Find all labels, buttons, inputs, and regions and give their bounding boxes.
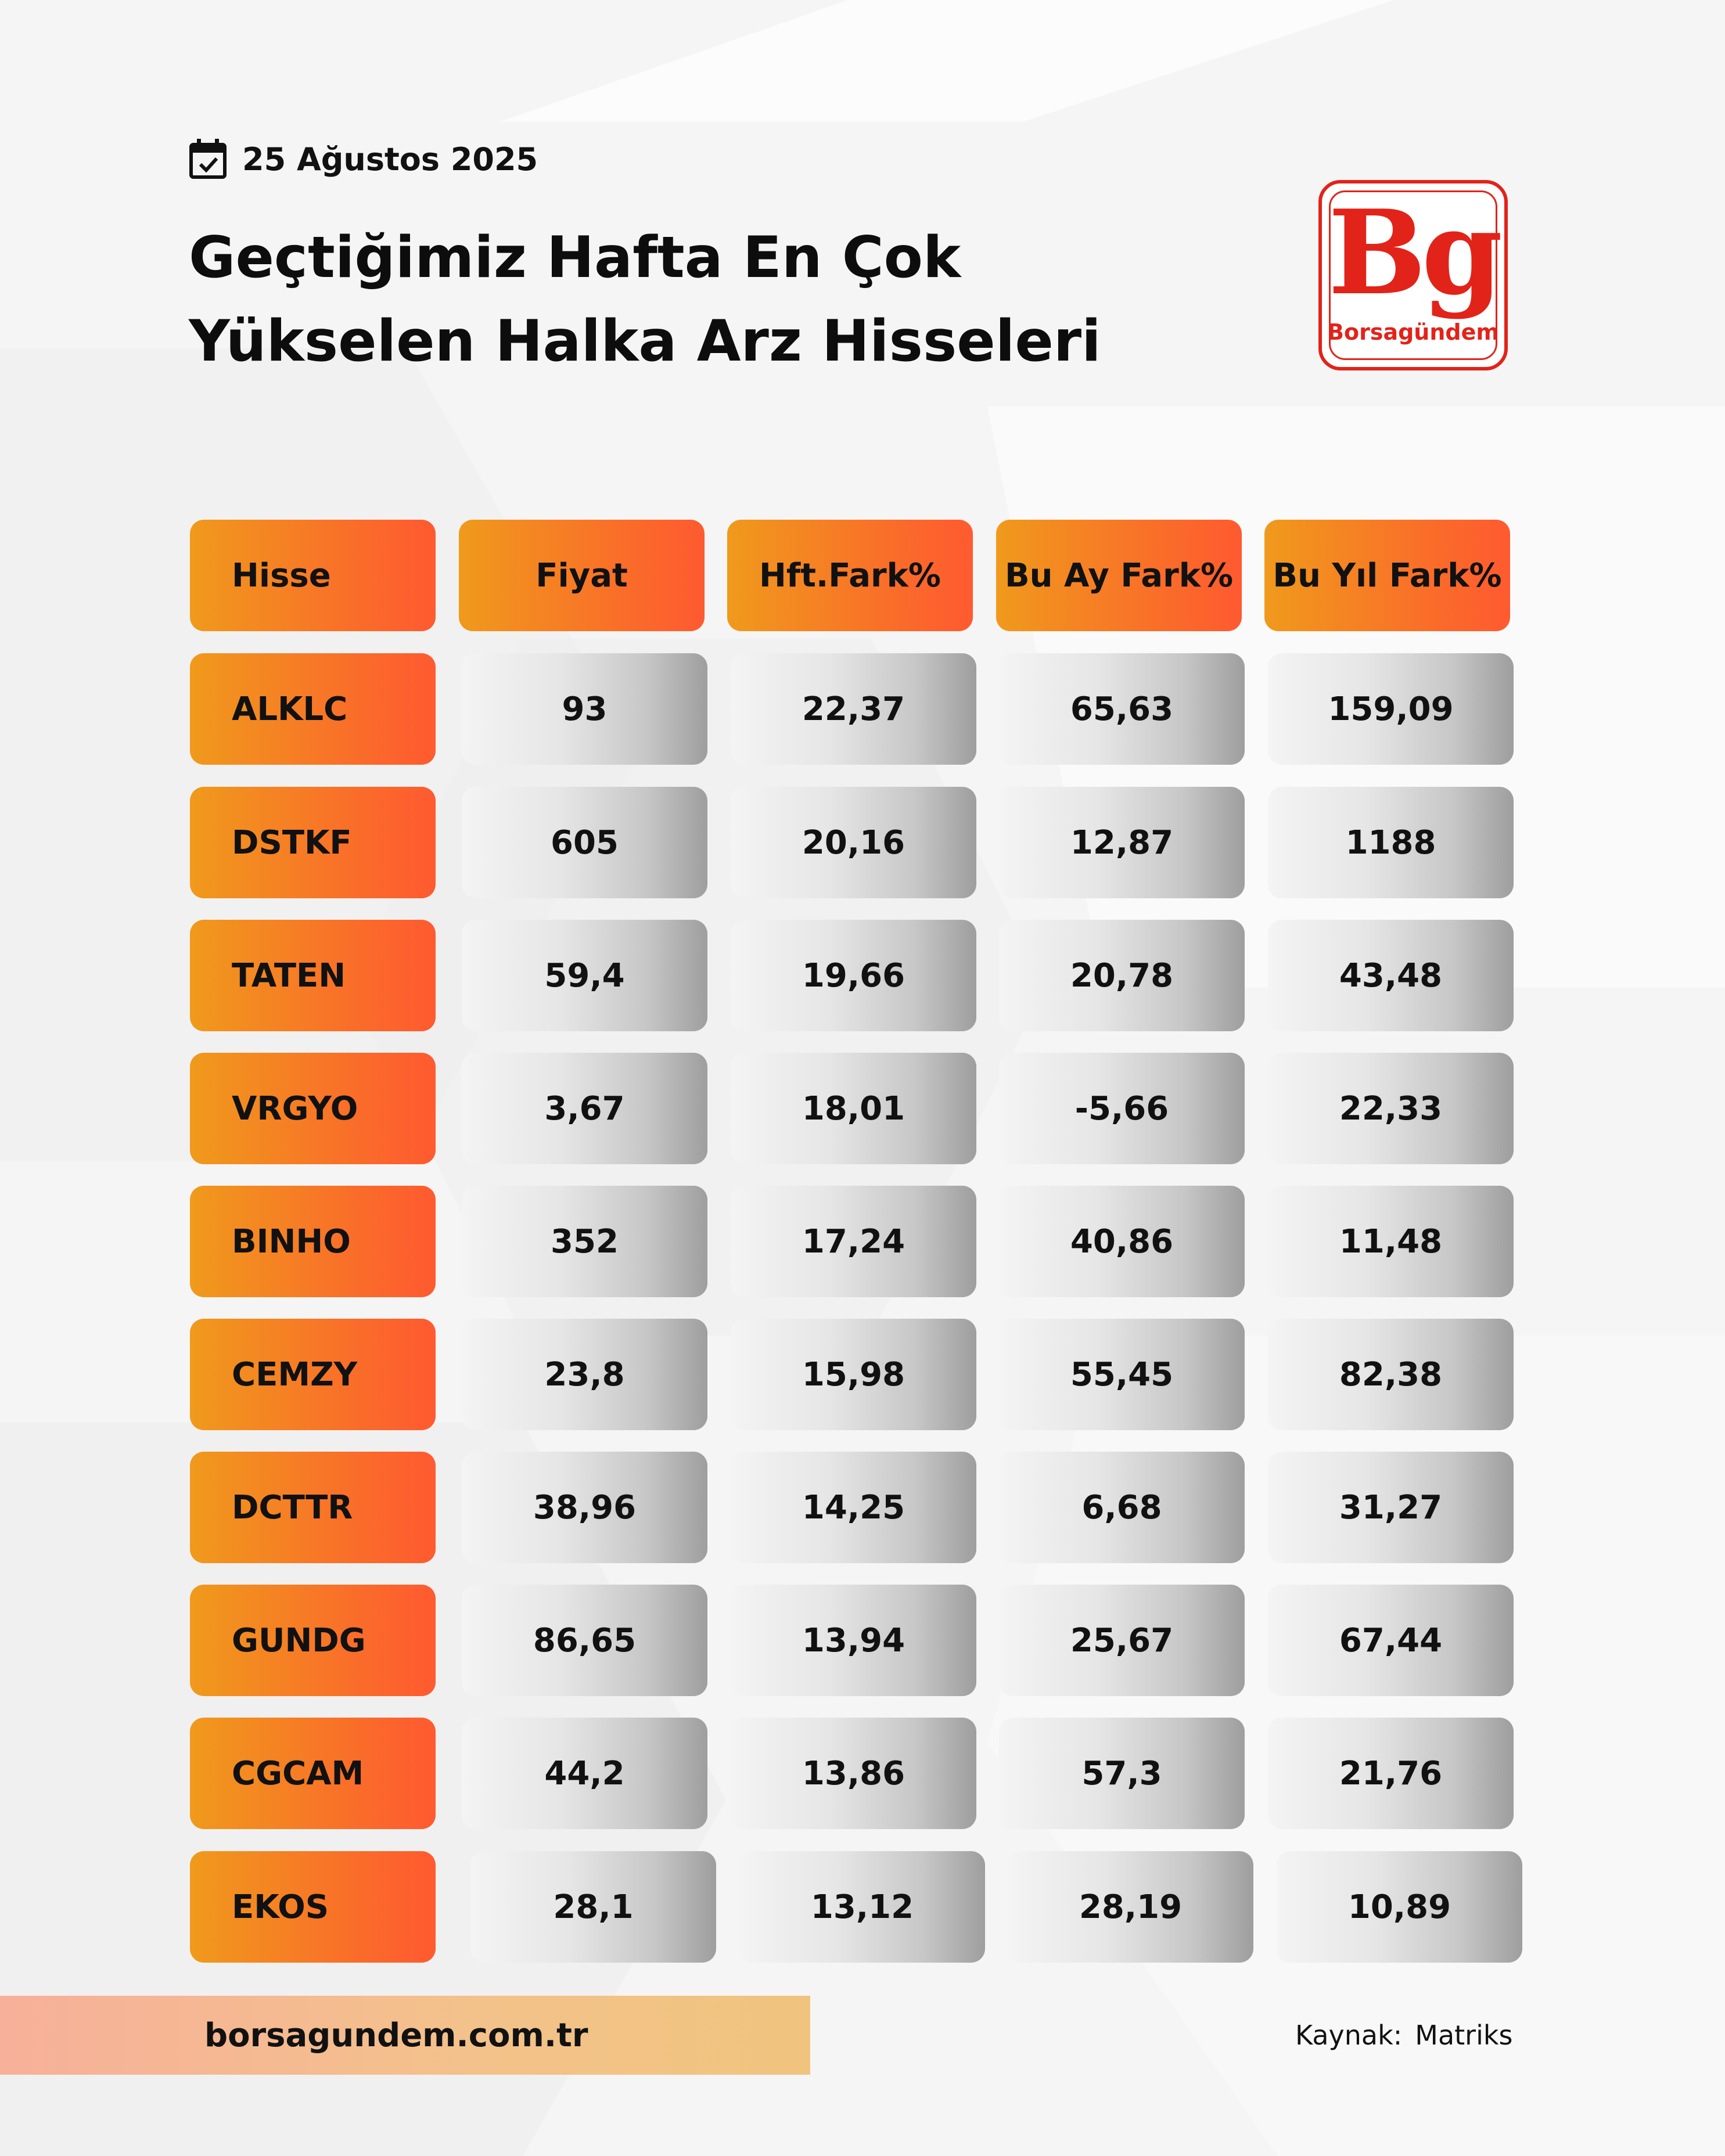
source-label: Kaynak: <box>1295 2020 1403 2051</box>
date-text: 25 Ağustos 2025 <box>242 141 538 178</box>
title-line-2: Yükselen Halka Arz Hisseleri <box>189 308 1101 375</box>
row-ticker: EKOS <box>190 1851 436 1963</box>
row-fiyat: 28,1 <box>470 1851 716 1963</box>
row-hft-fark: 13,12 <box>739 1851 985 1963</box>
row-ticker: BINHO <box>190 1186 436 1297</box>
row-hft-fark: 15,98 <box>731 1319 976 1430</box>
header-bu-yil-fark: Bu Yıl Fark% <box>1264 520 1510 631</box>
row-bu-ay-fark: -5,66 <box>999 1053 1245 1164</box>
row-ticker: ALKLC <box>190 653 436 765</box>
website-link[interactable]: borsagundem.com.tr <box>204 2016 588 2054</box>
row-bu-yil-fark: 43,48 <box>1268 920 1514 1031</box>
logo-mark: Bg <box>1328 185 1503 321</box>
row-bu-ay-fark: 20,78 <box>999 920 1245 1031</box>
page-title: Geçtiğimiz Hafta En Çok Yükselen Halka A… <box>189 216 1292 383</box>
row-bu-yil-fark: 11,48 <box>1268 1186 1514 1297</box>
logo-brand-text: Borsagündem <box>1327 319 1499 345</box>
row-ticker: TATEN <box>190 920 436 1031</box>
row-bu-yil-fark: 22,33 <box>1268 1053 1514 1164</box>
row-hft-fark: 20,16 <box>731 787 976 898</box>
row-bu-ay-fark: 57,3 <box>999 1718 1245 1829</box>
row-fiyat: 23,8 <box>462 1319 707 1430</box>
row-bu-ay-fark: 40,86 <box>999 1186 1245 1297</box>
row-hft-fark: 18,01 <box>731 1053 976 1164</box>
row-hft-fark: 17,24 <box>731 1186 976 1297</box>
header-hisse: Hisse <box>190 520 436 631</box>
row-fiyat: 352 <box>462 1186 707 1297</box>
brand-logo: Bg Borsagündem <box>1318 180 1508 370</box>
row-bu-ay-fark: 12,87 <box>999 787 1245 898</box>
footer-website-bar: borsagundem.com.tr <box>0 1996 810 2075</box>
header-hft-fark: Hft.Fark% <box>727 520 973 631</box>
row-fiyat: 44,2 <box>462 1718 707 1829</box>
row-hft-fark: 13,94 <box>731 1585 976 1696</box>
row-ticker: VRGYO <box>190 1053 436 1164</box>
row-ticker: CGCAM <box>190 1718 436 1829</box>
row-fiyat: 93 <box>462 653 707 765</box>
row-bu-ay-fark: 25,67 <box>999 1585 1245 1696</box>
row-hft-fark: 13,86 <box>731 1718 976 1829</box>
row-fiyat: 59,4 <box>462 920 707 1031</box>
row-bu-yil-fark: 10,89 <box>1277 1851 1522 1963</box>
row-bu-ay-fark: 65,63 <box>999 653 1245 765</box>
row-fiyat: 38,96 <box>462 1452 707 1563</box>
header-bu-ay-fark: Bu Ay Fark% <box>996 520 1242 631</box>
header-fiyat: Fiyat <box>459 520 705 631</box>
row-bu-yil-fark: 159,09 <box>1268 653 1514 765</box>
row-bu-ay-fark: 28,19 <box>1008 1851 1253 1963</box>
row-hft-fark: 14,25 <box>731 1452 976 1563</box>
row-bu-ay-fark: 55,45 <box>999 1319 1245 1430</box>
row-bu-ay-fark: 6,68 <box>999 1452 1245 1563</box>
row-bu-yil-fark: 1188 <box>1268 787 1514 898</box>
calendar-check-icon <box>189 139 227 179</box>
title-line-1: Geçtiğimiz Hafta En Çok <box>189 225 961 291</box>
row-bu-yil-fark: 82,38 <box>1268 1319 1514 1430</box>
row-bu-yil-fark: 67,44 <box>1268 1585 1514 1696</box>
row-ticker: GUNDG <box>190 1585 436 1696</box>
row-hft-fark: 19,66 <box>731 920 976 1031</box>
source-value: Matriks <box>1415 2020 1513 2051</box>
row-hft-fark: 22,37 <box>731 653 976 765</box>
row-bu-yil-fark: 21,76 <box>1268 1718 1514 1829</box>
row-ticker: CEMZY <box>190 1319 436 1430</box>
row-fiyat: 86,65 <box>462 1585 707 1696</box>
row-ticker: DCTTR <box>190 1452 436 1563</box>
row-fiyat: 605 <box>462 787 707 898</box>
row-ticker: DSTKF <box>190 787 436 898</box>
row-fiyat: 3,67 <box>462 1053 707 1164</box>
source-credit: Kaynak: Matriks <box>1295 2015 1512 2056</box>
date-header: 25 Ağustos 2025 <box>189 138 538 180</box>
row-bu-yil-fark: 31,27 <box>1268 1452 1514 1563</box>
logo-inner-border <box>1329 190 1497 360</box>
